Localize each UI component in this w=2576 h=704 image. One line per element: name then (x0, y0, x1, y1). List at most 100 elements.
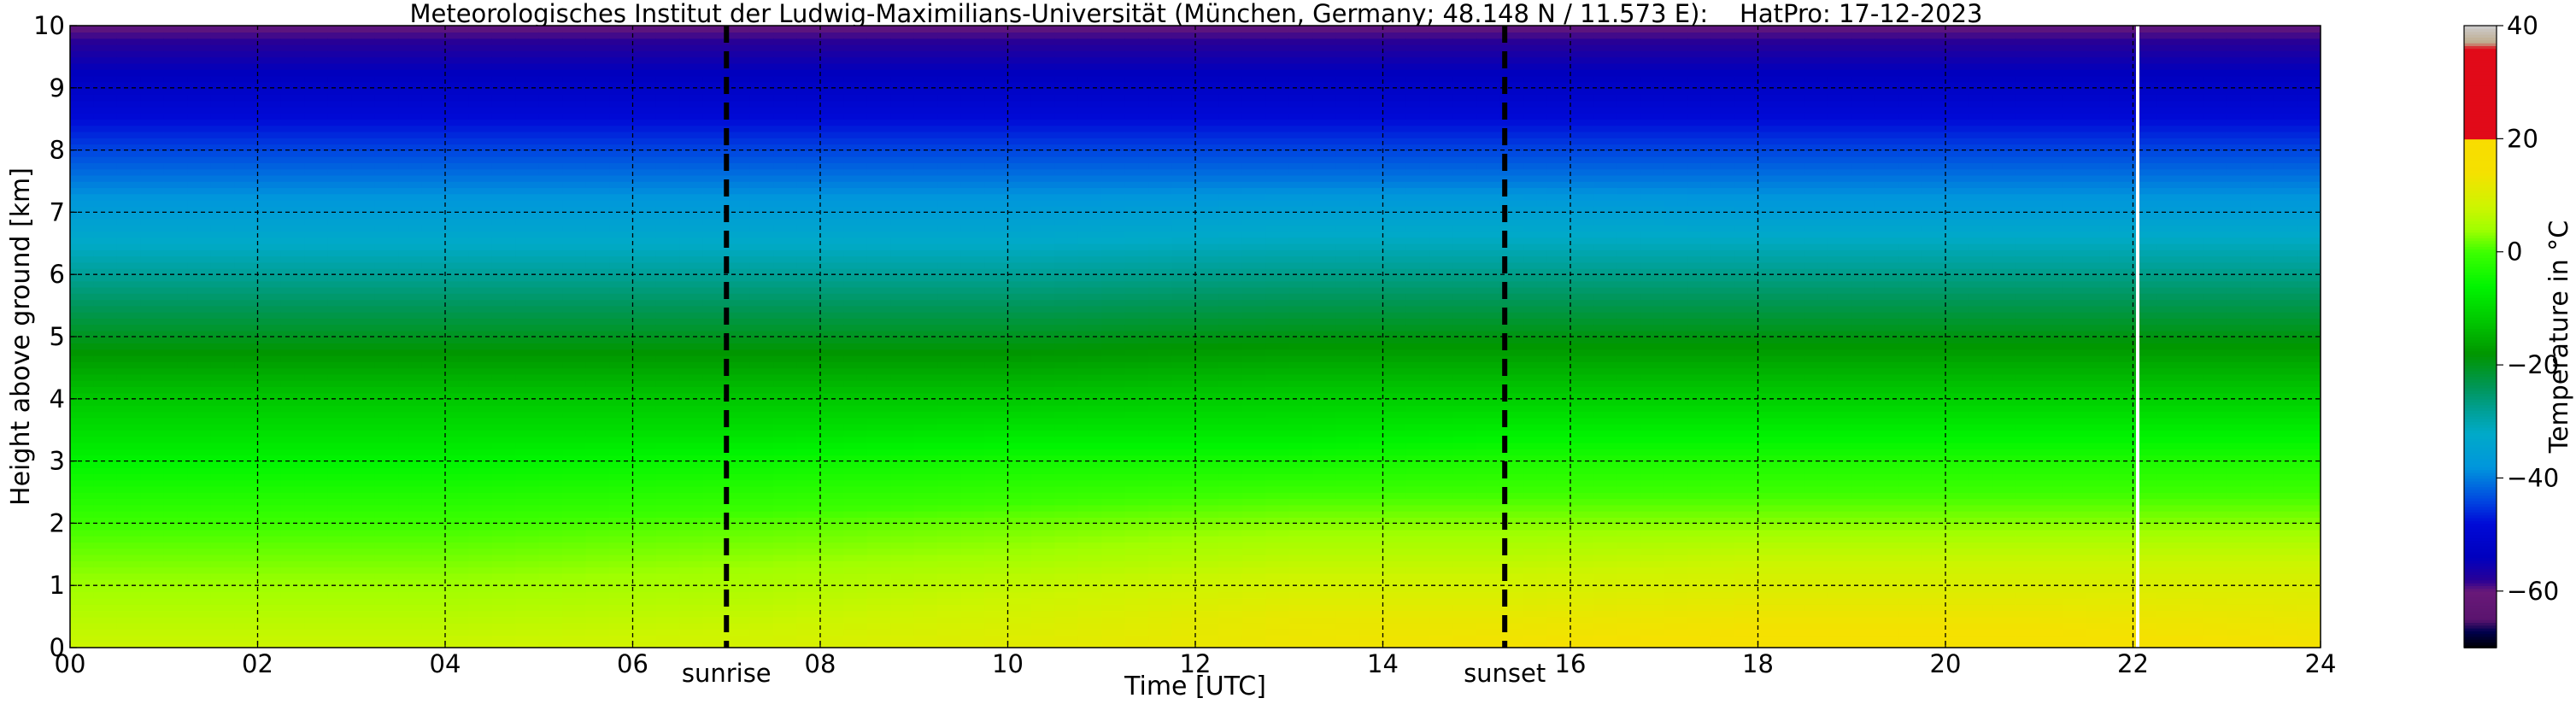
heatmap-cell (679, 510, 704, 518)
heatmap-cell (1195, 449, 1220, 456)
heatmap-cell (1148, 199, 1173, 207)
heatmap-cell (749, 150, 774, 157)
heatmap-cell (843, 87, 868, 95)
heatmap-cell (562, 280, 587, 288)
heatmap-cell (655, 206, 681, 214)
heatmap-cell (913, 597, 938, 605)
heatmap-cell (702, 299, 728, 307)
heatmap-cell (609, 566, 634, 574)
heatmap-cell (1077, 38, 1103, 45)
heatmap-cell (374, 498, 399, 506)
heatmap-cell (913, 479, 938, 487)
heatmap-cell (655, 162, 681, 170)
heatmap-cell (280, 616, 306, 624)
heatmap-cell (1148, 510, 1173, 518)
heatmap-cell (116, 610, 142, 618)
heatmap-cell (163, 274, 188, 282)
heatmap-cell (538, 68, 563, 77)
heatmap-cell (491, 423, 517, 431)
heatmap-cell (585, 510, 610, 518)
heatmap-cell (163, 379, 188, 388)
heatmap-cell (937, 274, 962, 282)
heatmap-cell (1171, 566, 1196, 574)
heatmap-cell (163, 430, 188, 437)
heatmap-cell (960, 622, 985, 630)
heatmap-cell (280, 542, 306, 549)
heatmap-cell (210, 535, 235, 543)
heatmap-cell (1148, 473, 1173, 481)
heatmap-cell (843, 498, 868, 506)
heatmap-cell (655, 274, 681, 282)
heatmap-cell (585, 87, 610, 95)
heatmap-cell (210, 38, 235, 45)
heatmap-cell (1218, 392, 1243, 400)
heatmap-cell (257, 604, 282, 612)
heatmap-cell (210, 81, 235, 89)
heatmap-cell (890, 535, 915, 543)
heatmap-cell (655, 604, 681, 612)
heatmap-cell (515, 473, 540, 481)
heatmap-cell (562, 255, 587, 263)
heatmap-cell (1007, 392, 1032, 400)
heatmap-cell (538, 32, 563, 39)
heatmap-cell (796, 286, 821, 294)
heatmap-cell (1054, 535, 1079, 543)
heatmap-cell (796, 591, 821, 599)
heatmap-cell (304, 267, 329, 275)
heatmap-cell (116, 206, 142, 214)
heatmap-cell (843, 187, 868, 195)
heatmap-cell (655, 224, 681, 232)
heatmap-cell (913, 591, 938, 599)
heatmap-cell (374, 261, 399, 269)
heatmap-cell (234, 355, 259, 362)
heatmap-cell (374, 610, 399, 618)
heatmap-cell (1195, 629, 1220, 637)
heatmap-cell (398, 125, 423, 132)
heatmap-cell (515, 411, 540, 419)
heatmap-cell (163, 405, 188, 413)
heatmap-cell (163, 622, 188, 630)
heatmap-cell (1218, 479, 1243, 487)
heatmap-cell (538, 237, 563, 244)
heatmap-cell (351, 535, 376, 543)
heatmap-cell (1077, 560, 1103, 568)
heatmap-cell (960, 255, 985, 263)
heatmap-cell (1171, 150, 1196, 157)
heatmap-cell (1101, 274, 1126, 282)
heatmap-cell (1124, 572, 1149, 580)
heatmap-cell (960, 449, 985, 456)
heatmap-cell (1124, 337, 1149, 344)
heatmap-cell (1007, 572, 1032, 580)
heatmap-cell (749, 466, 774, 474)
heatmap-cell (187, 343, 212, 350)
heatmap-cell (304, 62, 329, 70)
heatmap-cell (304, 274, 329, 282)
heatmap-cell (585, 150, 610, 157)
heatmap-cell (1171, 249, 1196, 257)
heatmap-cell (1101, 155, 1126, 163)
heatmap-cell (1054, 237, 1079, 244)
heatmap-cell (234, 249, 259, 257)
heatmap-cell (327, 94, 353, 102)
heatmap-cell (421, 585, 446, 593)
heatmap-cell (304, 349, 329, 356)
heatmap-cell (1101, 249, 1126, 257)
heatmap-cell (210, 554, 235, 561)
heatmap-cell (1171, 355, 1196, 362)
heatmap-cell (421, 504, 446, 512)
heatmap-cell (1077, 62, 1103, 70)
heatmap-cell (1124, 318, 1149, 326)
heatmap-cell (609, 585, 634, 593)
heatmap-cell (398, 212, 423, 220)
heatmap-cell (843, 597, 868, 605)
heatmap-cell (210, 604, 235, 612)
heatmap-cell (374, 616, 399, 624)
heatmap-cell (1148, 62, 1173, 70)
heatmap-cell (609, 510, 634, 518)
heatmap-cell (1218, 231, 1243, 238)
heatmap-cell (163, 355, 188, 362)
heatmap-cell (421, 32, 446, 39)
heatmap-cell (820, 379, 845, 388)
heatmap-cell (585, 466, 610, 474)
heatmap-cell (351, 168, 376, 176)
